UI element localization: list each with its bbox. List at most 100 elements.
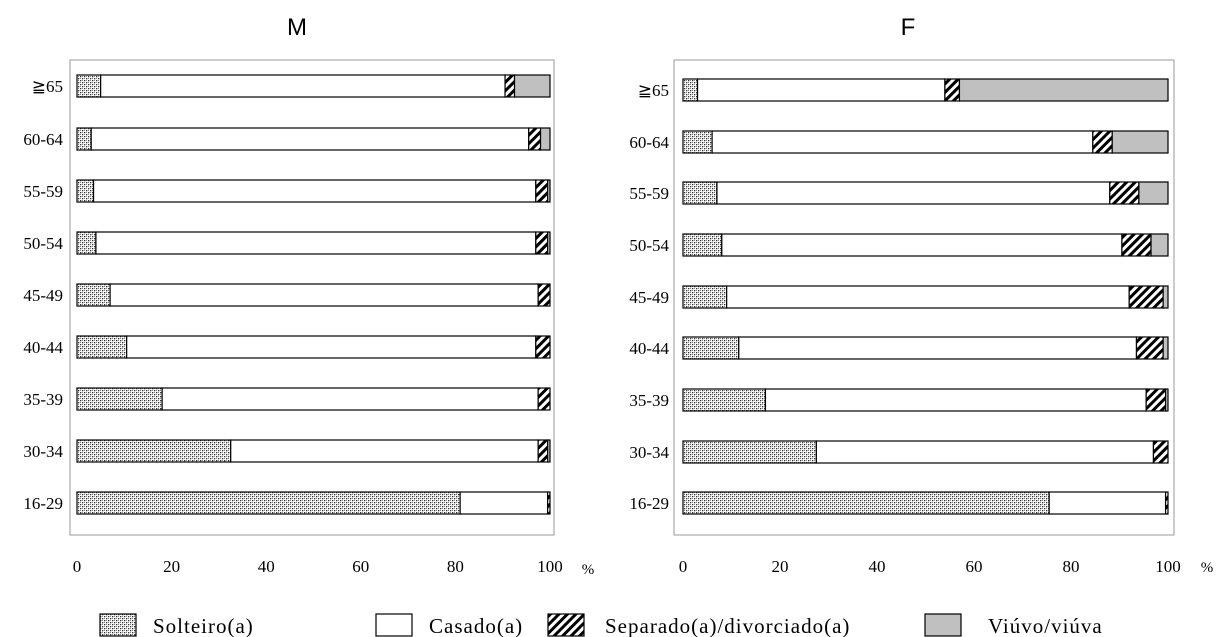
bar-segment-separado-divorciado bbox=[537, 283, 551, 307]
category-label: 16-29 bbox=[23, 494, 63, 513]
x-tick-label: 60 bbox=[966, 557, 983, 576]
bar-segment-separado-divorciado bbox=[537, 439, 549, 463]
bar-segment-solteiro bbox=[682, 233, 723, 257]
legend-label-separado-divorciado: Separado(a)/divorciado(a) bbox=[605, 614, 850, 637]
x-tick-label: 80 bbox=[447, 557, 464, 576]
category-label: 40-44 bbox=[629, 339, 669, 358]
bar-segment-viuvo bbox=[1162, 336, 1169, 360]
bar-segment-solteiro bbox=[76, 179, 95, 203]
legend-label-casado: Casado(a) bbox=[429, 614, 523, 637]
bar-segment-casado bbox=[161, 387, 539, 411]
legend: Solteiro(a) Casado(a) Separado(a)/divorcia… bbox=[99, 613, 1103, 637]
legend-swatch-casado bbox=[375, 613, 413, 637]
bar-segment-casado bbox=[95, 231, 537, 255]
bar-segment-separado-divorciado bbox=[535, 335, 551, 359]
bar-segment-separado-divorciado bbox=[547, 491, 551, 515]
bar-segment-solteiro bbox=[76, 127, 92, 151]
category-label: 30-34 bbox=[23, 442, 63, 461]
category-label: 35-39 bbox=[23, 390, 63, 409]
category-label: 16-29 bbox=[629, 494, 669, 513]
bar-segment-solteiro bbox=[76, 283, 111, 307]
bar-segment-casado bbox=[100, 74, 506, 98]
bar-segment-separado-divorciado bbox=[504, 74, 516, 98]
category-label: 45-49 bbox=[629, 288, 669, 307]
x-tick-label: 80 bbox=[1063, 557, 1080, 576]
x-unit-label: % bbox=[582, 562, 595, 578]
bar-segment-viuvo bbox=[547, 439, 551, 463]
x-tick-label: 0 bbox=[73, 557, 82, 576]
bar-segment-separado-divorciado bbox=[1109, 181, 1140, 205]
bar-segment-casado bbox=[126, 335, 537, 359]
panel-male: M 0 20 40 60 80 100 % ≧65 60-64 55-59 50-54 45-49 40-… bbox=[23, 14, 594, 578]
bar-segment-separado-divorciado bbox=[1152, 440, 1169, 464]
legend-label-viuvo: Viúvo/viúva bbox=[988, 614, 1103, 637]
category-label: 40-44 bbox=[23, 338, 63, 357]
category-label: ≧65 bbox=[638, 81, 669, 100]
bar-segment-separado-divorciado bbox=[1128, 285, 1164, 309]
bar-segment-separado-divorciado bbox=[535, 179, 549, 203]
bar-segment-solteiro bbox=[76, 439, 232, 463]
bar-segment-casado bbox=[92, 179, 537, 203]
bar-segment-casado bbox=[716, 181, 1111, 205]
panel-title: M bbox=[287, 14, 307, 41]
bar-segment-separado-divorciado bbox=[535, 231, 549, 255]
x-tick-label: 0 bbox=[679, 557, 688, 576]
bar-segment-solteiro bbox=[682, 440, 817, 464]
bar-segment-casado bbox=[696, 78, 946, 102]
bar-segment-solteiro bbox=[76, 74, 102, 98]
bar-segment-separado-divorciado bbox=[1145, 388, 1167, 412]
bar-segment-casado bbox=[764, 388, 1147, 412]
bar-segment-viuvo bbox=[958, 78, 1169, 102]
bar-segment-viuvo bbox=[1138, 181, 1169, 205]
bar-segment-viuvo bbox=[547, 231, 551, 255]
bar-segment-solteiro bbox=[682, 78, 699, 102]
legend-swatch-solteiro bbox=[99, 613, 137, 637]
bar-segment-separado-divorciado bbox=[1092, 130, 1113, 154]
category-label: 50-54 bbox=[23, 234, 63, 253]
legend-swatch-viuvo bbox=[924, 613, 962, 637]
category-label: 50-54 bbox=[629, 236, 669, 255]
category-label: ≧65 bbox=[32, 77, 63, 96]
bar-segment-viuvo bbox=[513, 74, 551, 98]
legend-label-solteiro: Solteiro(a) bbox=[153, 614, 254, 637]
x-tick-label: 20 bbox=[163, 557, 180, 576]
bar-segment-casado bbox=[1048, 491, 1167, 515]
bar-segment-solteiro bbox=[682, 388, 767, 412]
bar-segment-separado-divorciado bbox=[1164, 491, 1169, 515]
bar-segment-casado bbox=[711, 130, 1094, 154]
panel-title: F bbox=[901, 14, 916, 41]
bar-segment-solteiro bbox=[682, 491, 1050, 515]
x-tick-label: 60 bbox=[352, 557, 369, 576]
bar-segment-viuvo bbox=[1164, 388, 1169, 412]
bar-segment-solteiro bbox=[682, 181, 718, 205]
bar-segment-separado-divorciado bbox=[528, 127, 542, 151]
bar-segment-separado-divorciado bbox=[1135, 336, 1164, 360]
bar-segment-viuvo bbox=[1111, 130, 1169, 154]
bar-segment-casado bbox=[738, 336, 1138, 360]
category-label: 30-34 bbox=[629, 443, 669, 462]
plot-frame bbox=[69, 59, 555, 536]
bar-segment-viuvo bbox=[1162, 285, 1169, 309]
bar-segment-casado bbox=[726, 285, 1130, 309]
bar-segment-solteiro bbox=[76, 231, 97, 255]
category-label: 55-59 bbox=[23, 182, 63, 201]
category-label: 45-49 bbox=[23, 286, 63, 305]
x-tick-label: 100 bbox=[1155, 557, 1181, 576]
category-label: 35-39 bbox=[629, 391, 669, 410]
bar-segment-casado bbox=[721, 233, 1123, 257]
bar-segment-solteiro bbox=[682, 285, 728, 309]
bar-segment-separado-divorciado bbox=[1121, 233, 1152, 257]
bar-segment-solteiro bbox=[76, 387, 163, 411]
panel-female: F 0 20 40 60 80 100 % ≧65 60-64 55-59 50-54 45-49 40-… bbox=[629, 14, 1213, 576]
x-tick-label: 40 bbox=[258, 557, 275, 576]
plot-frame bbox=[673, 59, 1175, 536]
bar-segment-viuvo bbox=[1150, 233, 1169, 257]
x-tick-label: 20 bbox=[772, 557, 789, 576]
category-label: 60-64 bbox=[629, 133, 669, 152]
bar-segment-solteiro bbox=[682, 130, 713, 154]
bar-segment-solteiro bbox=[682, 336, 740, 360]
legend-swatch-separado-divorciado bbox=[547, 613, 585, 637]
x-tick-label: 100 bbox=[537, 557, 563, 576]
bar-segment-viuvo bbox=[547, 179, 551, 203]
